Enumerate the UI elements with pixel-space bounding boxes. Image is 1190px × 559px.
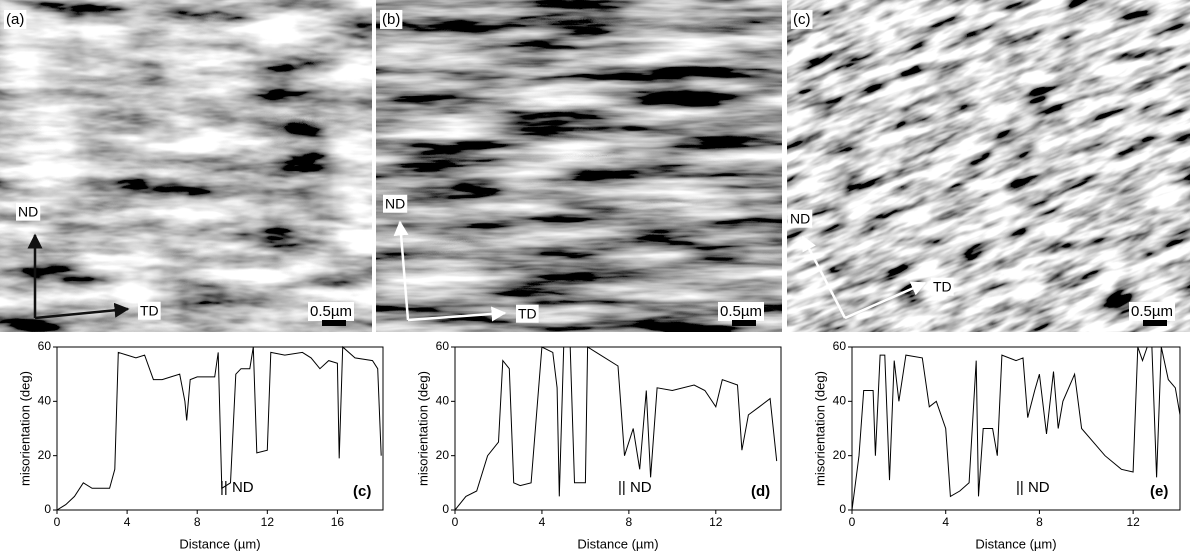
micrograph — [376, 0, 782, 332]
scale-bar-label: 0.5µm — [720, 303, 762, 320]
arrow — [393, 220, 410, 321]
panel-label: (b) — [382, 11, 400, 28]
panel-label-box — [4, 9, 27, 29]
axis-label-box — [931, 277, 954, 296]
profile-line — [56, 345, 382, 511]
x-axis-label: Distance (µm) — [179, 536, 260, 551]
scale-bar-label: 0.5µm — [1131, 303, 1173, 320]
axis-label: ND — [790, 211, 810, 227]
y-tick-label: 20 — [436, 448, 450, 462]
scale-bar — [732, 320, 756, 326]
panel-label: (d) — [751, 483, 770, 500]
micrograph — [787, 0, 1190, 332]
x-tick-label: 4 — [124, 515, 131, 529]
y-tick-label: 60 — [38, 339, 52, 353]
axis-label-box — [16, 202, 41, 221]
y-axis-label: misorientation (deg) — [17, 371, 32, 486]
x-tick-label: 12 — [1126, 515, 1140, 529]
axis-label: ND — [18, 204, 38, 220]
panel-label: (c) — [353, 483, 371, 500]
panel-label-box — [791, 9, 813, 29]
axis-label-box — [516, 304, 539, 323]
x-tick-label: 4 — [539, 515, 546, 529]
x-tick-label: 0 — [54, 515, 61, 529]
y-axis-label: misorientation (deg) — [812, 371, 827, 486]
profile-line — [454, 346, 778, 511]
scale-bar — [322, 320, 346, 326]
micrograph — [0, 0, 372, 332]
axis-label: ND — [385, 196, 405, 212]
y-tick-label: 0 — [44, 502, 51, 516]
y-tick-label: 0 — [442, 502, 449, 516]
y-tick-label: 60 — [833, 339, 847, 353]
scale-bar-label-box — [718, 301, 764, 321]
panel-label: (c) — [793, 11, 811, 28]
panel-label: (e) — [1150, 483, 1168, 500]
x-axis-label: Distance (µm) — [975, 536, 1056, 551]
x-tick-label: 8 — [194, 515, 201, 529]
y-tick-label: 40 — [38, 394, 52, 408]
y-tick-label: 40 — [436, 394, 450, 408]
x-tick-label: 0 — [849, 515, 856, 529]
x-tick-label: 8 — [626, 515, 633, 529]
axis-label-box — [383, 194, 408, 213]
x-tick-label: 12 — [709, 515, 723, 529]
scale-bar-label: 0.5µm — [310, 303, 352, 320]
axis-label-box — [788, 209, 813, 228]
x-tick-label: 16 — [331, 515, 345, 529]
arrow — [407, 306, 507, 322]
axis-label: TD — [140, 303, 159, 319]
axis-label: TD — [933, 279, 952, 295]
axis-label: TD — [518, 306, 537, 322]
x-tick-label: 12 — [261, 515, 275, 529]
scale-bar — [1143, 320, 1167, 326]
x-tick-label: 4 — [942, 515, 949, 529]
plot-frame — [851, 346, 1181, 511]
x-axis-label: Distance (µm) — [577, 536, 658, 551]
profile-line — [851, 346, 1181, 511]
annotation: || ND — [1016, 479, 1050, 496]
annotation: || ND — [618, 479, 652, 496]
x-tick-label: 8 — [1036, 515, 1043, 529]
panel-label: (a) — [6, 11, 24, 28]
plot-frame — [454, 346, 782, 511]
y-tick-label: 20 — [833, 448, 847, 462]
x-tick-label: 0 — [452, 515, 459, 529]
y-axis-label: misorientation (deg) — [415, 371, 430, 486]
annotation: || ND — [220, 479, 254, 496]
y-tick-label: 0 — [839, 502, 846, 516]
plot-frame — [56, 346, 384, 511]
axis-label-box — [138, 301, 161, 320]
arrow — [801, 235, 847, 319]
arrow — [844, 281, 927, 320]
arrow — [34, 302, 130, 320]
panel-label-box — [380, 9, 403, 29]
y-tick-label: 20 — [38, 448, 52, 462]
scale-bar-label-box — [1129, 301, 1175, 321]
scale-bar-label-box — [308, 301, 354, 321]
y-tick-label: 60 — [436, 339, 450, 353]
y-tick-label: 40 — [833, 394, 847, 408]
